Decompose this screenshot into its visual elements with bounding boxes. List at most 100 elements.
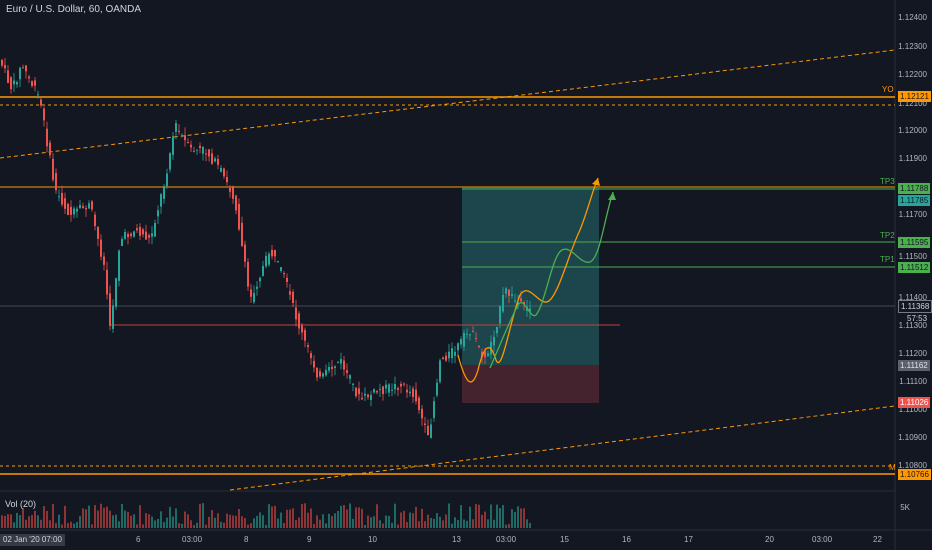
candle-body: [274, 249, 276, 257]
candle-body: [49, 142, 51, 156]
price-tick: 1.11400: [898, 293, 927, 302]
price-tick: 1.11700: [898, 210, 927, 219]
candle-body: [400, 383, 402, 387]
volume-bar: [40, 519, 42, 528]
volume-bar: [367, 515, 369, 528]
orange-projection-arrow: [592, 178, 600, 186]
volume-bar: [169, 506, 171, 528]
volume-bar: [379, 520, 381, 528]
price-tick: 1.12400: [898, 13, 927, 22]
volume-bar: [505, 524, 507, 528]
long-position-profit-zone[interactable]: [462, 187, 599, 365]
long-position-loss-zone[interactable]: [462, 365, 599, 403]
candle-body: [307, 345, 309, 348]
candle-body: [85, 208, 87, 210]
volume-bar: [307, 512, 309, 528]
price-tick: 1.11200: [898, 349, 927, 358]
candle-body: [376, 390, 378, 393]
candle-body: [115, 278, 117, 307]
volume-bar: [487, 519, 489, 528]
volume-bar: [49, 520, 51, 528]
candle-body: [394, 384, 396, 390]
volume-bar: [418, 521, 420, 528]
candle-body: [175, 123, 177, 132]
volume-bar: [346, 509, 348, 528]
candle-body: [1, 59, 3, 66]
volume-bar: [211, 510, 213, 528]
volume-bar: [223, 522, 225, 528]
candle-body: [337, 361, 339, 363]
volume-bar: [490, 504, 492, 528]
candle-body: [292, 291, 294, 303]
candle-body: [334, 366, 336, 369]
candle-body: [109, 293, 111, 326]
candle-body: [388, 384, 390, 393]
candle-body: [286, 277, 288, 282]
candle-body: [31, 81, 33, 86]
volume-bar: [55, 523, 57, 528]
candle-body: [250, 289, 252, 297]
volume-label[interactable]: Vol (20): [5, 499, 37, 509]
candle-body: [151, 233, 153, 237]
time-tick: 16: [622, 535, 631, 544]
volume-bar: [163, 522, 165, 528]
volume-bar: [208, 516, 210, 528]
time-tick: 8: [244, 535, 249, 544]
volume-bar: [88, 505, 90, 528]
candle-body: [508, 289, 510, 296]
volume-bar: [4, 515, 6, 528]
m-label: M: [889, 463, 896, 472]
tp1-price-tag: 1.11512: [898, 262, 931, 273]
candle-body: [13, 80, 15, 85]
volume-bar: [205, 524, 207, 528]
candle-body: [412, 388, 414, 398]
green-projection-path[interactable]: [489, 191, 614, 369]
candle-body: [469, 334, 471, 336]
volume-bar: [157, 518, 159, 528]
price-tick: 1.12100: [898, 99, 927, 108]
volume-bar: [235, 515, 237, 528]
time-tick: 10: [368, 535, 377, 544]
symbol-title[interactable]: Euro / U.S. Dollar, 60, OANDA: [6, 4, 142, 15]
candle-body: [133, 231, 135, 237]
candle-body: [358, 388, 360, 395]
candle-body: [7, 70, 9, 83]
volume-bar: [436, 513, 438, 528]
lower-trendline[interactable]: [229, 405, 896, 491]
volume-bar: [310, 508, 312, 528]
volume-bar: [247, 524, 249, 528]
volume-bar: [28, 516, 30, 528]
time-tick: 15: [560, 535, 569, 544]
entry-price-tag: 1.11162: [898, 360, 930, 371]
volume-bar: [148, 514, 150, 528]
candle-body: [349, 375, 351, 379]
candle-body: [88, 203, 90, 209]
volume-bar: [331, 516, 333, 528]
candle-body: [499, 305, 501, 324]
upper-trendline[interactable]: [0, 49, 896, 159]
orange-projection-path[interactable]: [457, 177, 599, 383]
candle-body: [268, 253, 270, 265]
volume-bar: [475, 504, 477, 528]
candle-body: [481, 351, 483, 358]
candle-body: [445, 355, 447, 361]
candle-body: [256, 286, 258, 289]
candle-body: [112, 305, 114, 329]
candle-body: [355, 387, 357, 397]
candle-body: [361, 397, 363, 400]
volume-bar: [52, 503, 54, 528]
candle-body: [478, 345, 480, 348]
candle-body: [454, 351, 456, 356]
volume-bar: [349, 503, 351, 528]
volume-bar: [178, 523, 180, 528]
volume-bar: [382, 523, 384, 528]
candle-body: [442, 357, 444, 360]
candle-body: [145, 231, 147, 240]
candle-body: [139, 226, 141, 236]
candle-body: [514, 300, 516, 302]
candle-body: [310, 353, 312, 359]
volume-bar: [385, 515, 387, 528]
volume-bar: [439, 516, 441, 528]
candle-body: [379, 389, 381, 391]
